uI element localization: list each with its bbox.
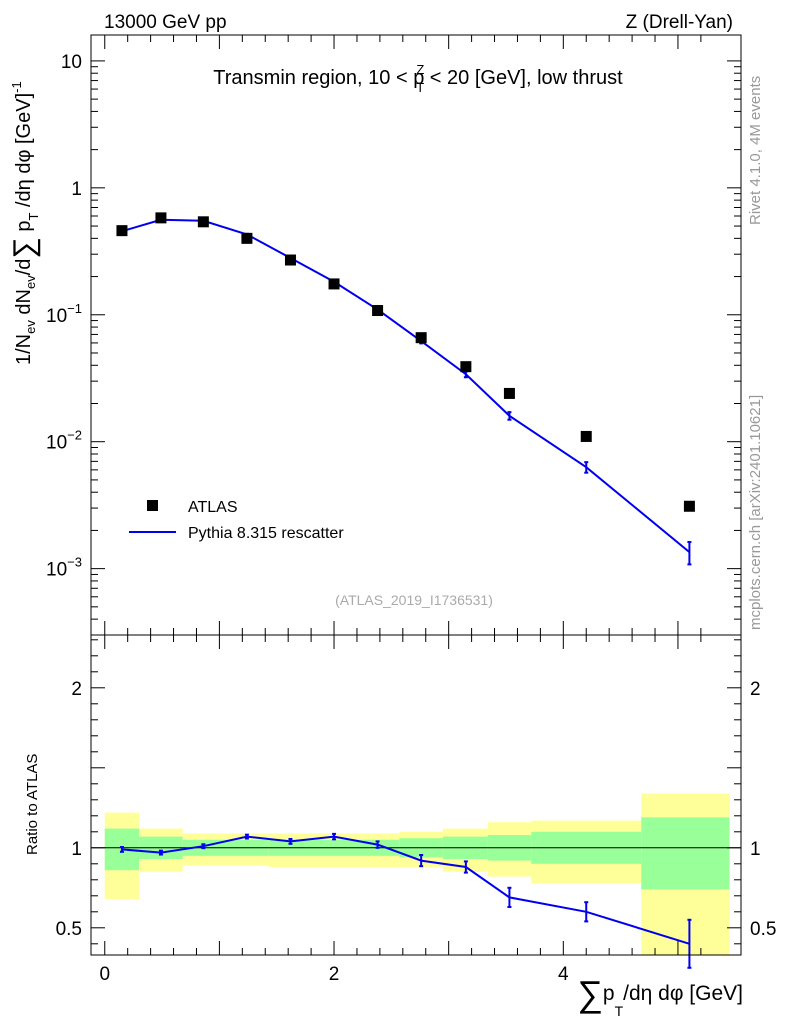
atlas-marker — [116, 225, 128, 237]
atlas-marker — [197, 216, 209, 228]
ratio-y-tick-labels: 0.5 0.5 1 1 2 2 — [56, 679, 777, 940]
main-y-tick-label: 10−1 — [46, 301, 82, 327]
atlas-marker — [241, 232, 253, 244]
ratio-bands — [104, 793, 730, 955]
ratio-x-tick-label: 2 — [329, 964, 340, 985]
rivet-label: Rivet 4.1.0, 4M events — [747, 76, 764, 225]
ratio-error-bars — [119, 832, 692, 969]
ratio-band-inner — [641, 817, 730, 890]
ratio-x-tick-label: 0 — [99, 964, 110, 985]
legend: ATLAS Pythia 8.315 rescatter — [129, 499, 344, 542]
main-y-tick-label: 1 — [71, 179, 82, 200]
mc-line — [121, 218, 691, 553]
ratio-y-tick-label-left: 2 — [71, 679, 82, 700]
ratio-axis-ticks — [91, 635, 741, 955]
legend-label-atlas: ATLAS — [188, 499, 238, 516]
atlas-marker — [683, 500, 695, 512]
ratio-ylabel: Ratio to ATLAS — [24, 754, 41, 855]
ratio-y-tick-label-right: 0.5 — [750, 919, 776, 940]
main-title: Transmin region, 10 < pZ T < 20 [GeV], lo… — [213, 62, 623, 95]
ratio-panel: 0.5 0.5 1 1 2 2 0 2 4 Ratio to ATLAS ∑pT/dη dφ … — [24, 634, 777, 1019]
mcplots-label: mcplots.cern.ch [arXiv:2401.10621] — [747, 395, 764, 630]
atlas-marker — [503, 387, 515, 399]
analysis-id: (ATLAS_2019_I1736531) — [335, 592, 493, 608]
main-panel: 10−3 10−2 10−1 1 10 Transmin region, 10 < pZ… — [8, 34, 742, 636]
main-y-tick-label: 10 — [61, 52, 82, 73]
ratio-y-tick-label-left: 0.5 — [56, 919, 82, 940]
title-sub: T — [416, 80, 424, 95]
ratio-x-tick-labels: 0 2 4 — [99, 964, 569, 985]
main-axis-ticks — [91, 35, 741, 636]
atlas-marker — [460, 361, 472, 373]
ratio-xlabel: ∑pT/dη dφ [GeV] — [577, 973, 743, 1019]
atlas-marker — [155, 212, 167, 224]
title-sup: Z — [416, 62, 424, 77]
ratio-y-tick-label-left: 1 — [71, 839, 82, 860]
main-y-tick-label: 10−3 — [46, 555, 82, 581]
ratio-y-tick-label-right: 1 — [750, 839, 761, 860]
header-left: 13000 GeV pp — [104, 12, 227, 33]
legend-marker-atlas — [147, 500, 158, 511]
atlas-marker — [415, 332, 427, 344]
ratio-y-tick-label-right: 2 — [750, 679, 761, 700]
atlas-marker — [580, 430, 592, 442]
ratio-line — [121, 835, 690, 945]
ratio-frame — [90, 634, 742, 956]
legend-label-mc: Pythia 8.315 rescatter — [188, 525, 344, 542]
title-post: < 20 [GeV], low thrust — [424, 67, 623, 89]
title-pre: Transmin region, 10 < p — [213, 67, 424, 89]
main-ylabel: 1/Nev dNev/d∑ pT /dη dφ [GeV]-1 — [8, 81, 41, 365]
main-y-tick-label: 10−2 — [46, 428, 82, 454]
main-y-tick-labels: 10−3 10−2 10−1 1 10 — [46, 52, 82, 581]
ratio-x-tick-label: 4 — [558, 964, 569, 985]
atlas-markers — [116, 212, 695, 512]
atlas-marker — [328, 278, 340, 290]
atlas-marker — [372, 305, 384, 317]
atlas-marker — [284, 254, 296, 266]
header-right: Z (Drell-Yan) — [626, 12, 733, 33]
